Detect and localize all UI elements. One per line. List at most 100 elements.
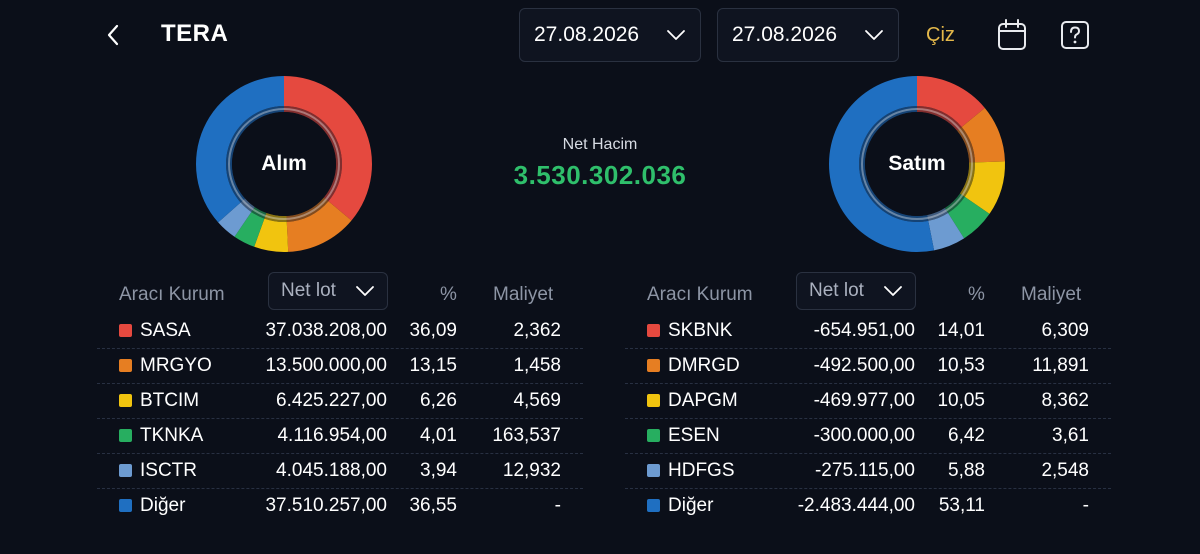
cost: 12,932 [502,460,561,481]
broker-code: Diğer [668,495,714,516]
legend-swatch [647,359,660,372]
legend-swatch [119,324,132,337]
buy-slice-inner-5 [226,106,284,203]
percent: 10,05 [937,390,985,411]
cost: - [554,495,561,516]
sell-donut-inner-ring [861,108,973,220]
percent: 3,94 [420,460,457,481]
buy-slice-inner-2 [264,212,287,222]
buy-slice-inner-0 [284,106,342,202]
percent: 6,42 [948,425,985,446]
buy-donut-label: Alım [261,152,307,175]
table-row[interactable]: BTCIM 6.425.227,00 6,26 4,569 [97,384,583,419]
legend-swatch [119,429,132,442]
start-date-picker[interactable]: 27.08.2026 [519,8,701,62]
sell-table: SKBNK -654.951,00 14,01 6,309 DMRGD -492… [625,314,1111,524]
cost: 1,458 [513,355,561,376]
calendar-button[interactable] [996,18,1028,52]
cost: 11,891 [1032,355,1089,376]
sell-metric-select[interactable]: Net lot [796,272,916,310]
table-row[interactable]: TKNKA 4.116.954,00 4,01 163,537 [97,419,583,454]
buy-slice-4 [218,202,252,237]
percent: 53,11 [938,495,985,516]
cost: 6,309 [1041,320,1089,341]
broker-code: BTCIM [140,390,200,411]
sell-slice-3 [948,196,990,239]
table-row[interactable]: DMRGD -492.500,00 10,53 11,891 [625,349,1111,384]
legend-swatch [647,499,660,512]
legend-swatch [647,429,660,442]
broker-code: DAPGM [668,390,738,411]
table-row[interactable]: Diğer -2.483.444,00 53,11 - [625,489,1111,524]
broker-code: ESEN [668,425,720,446]
buy-slice-3 [234,211,265,247]
percent: 36,55 [409,495,457,516]
percent: 10,53 [937,355,985,376]
legend-swatch [647,324,660,337]
net-volume-label: Net Hacim [562,136,638,153]
percent: 36,09 [409,320,457,341]
net-lot: -469.977,00 [813,390,915,411]
net-lot: 37.038.208,00 [265,320,387,341]
draw-button[interactable]: Çiz [926,24,955,46]
buy-metric-select[interactable]: Net lot [268,272,388,310]
broker-code: DMRGD [668,355,740,376]
buy-metric-value: Net lot [281,280,336,301]
table-row[interactable]: Diğer 37.510.257,00 36,55 - [97,489,583,524]
table-row[interactable]: ISCTR 4.045.188,00 3,94 12,932 [97,454,583,489]
cost: 2,548 [1041,460,1089,481]
cost: 163,537 [492,425,561,446]
sell-slice-1 [961,107,1005,163]
chevron-down-icon [865,30,883,40]
legend-swatch [647,394,660,407]
end-date-value: 27.08.2026 [732,23,838,46]
table-row[interactable]: ESEN -300.000,00 6,42 3,61 [625,419,1111,454]
back-button[interactable] [98,20,128,50]
cost: - [1082,495,1089,516]
calendar-icon [998,19,1026,50]
sell-slice-inner-2 [959,162,975,197]
broker-code: Diğer [140,495,186,516]
sell-metric-value: Net lot [809,280,864,301]
table-row[interactable]: DAPGM -469.977,00 10,05 8,362 [625,384,1111,419]
net-lot: -2.483.444,00 [797,495,915,516]
legend-swatch [119,464,132,477]
buy-donut-hole [232,112,336,216]
page-title: TERA [161,20,229,47]
sell-broker-header: Aracı Kurum [647,284,753,305]
cost: 3,61 [1052,425,1089,446]
table-row[interactable]: MRGYO 13.500.000,00 13,15 1,458 [97,349,583,384]
sell-slice-0 [917,76,985,128]
percent: 13,15 [409,355,457,376]
table-row[interactable]: SASA 37.038.208,00 36,09 2,362 [97,314,583,349]
broker-code: HDFGS [668,460,735,481]
sell-donut-svg [829,76,1005,252]
buy-slice-inner-4 [240,198,255,212]
sell-slice-5 [829,76,935,252]
buy-slice-inner-1 [286,197,329,222]
start-date-value: 27.08.2026 [534,23,640,46]
sell-donut-hole [865,112,969,216]
percent: 14,01 [937,320,985,341]
net-lot: 13.500.000,00 [265,355,387,376]
broker-code: ISCTR [140,460,197,481]
end-date-picker[interactable]: 27.08.2026 [717,8,899,62]
chevron-down-icon [884,286,902,296]
net-volume-value: 3.530.302.036 [513,160,687,190]
sell-slice-inner-1 [957,127,975,163]
table-row[interactable]: HDFGS -275.115,00 5,88 2,548 [625,454,1111,489]
table-row[interactable]: SKBNK -654.951,00 14,01 6,309 [625,314,1111,349]
buy-slice-0 [284,76,372,221]
net-lot: -275.115,00 [814,460,915,481]
chevron-left-icon [107,24,119,46]
help-icon [1061,21,1089,49]
help-button[interactable] [1059,18,1091,52]
percent: 5,88 [948,460,985,481]
percent: 4,01 [420,425,457,446]
legend-swatch [119,499,132,512]
buy-slice-1 [286,201,352,252]
buy-table: SASA 37.038.208,00 36,09 2,362 MRGYO 13.… [97,314,583,524]
legend-swatch [119,394,132,407]
sell-slice-4 [928,212,965,251]
sell-cost-header: Maliyet [1021,284,1082,305]
